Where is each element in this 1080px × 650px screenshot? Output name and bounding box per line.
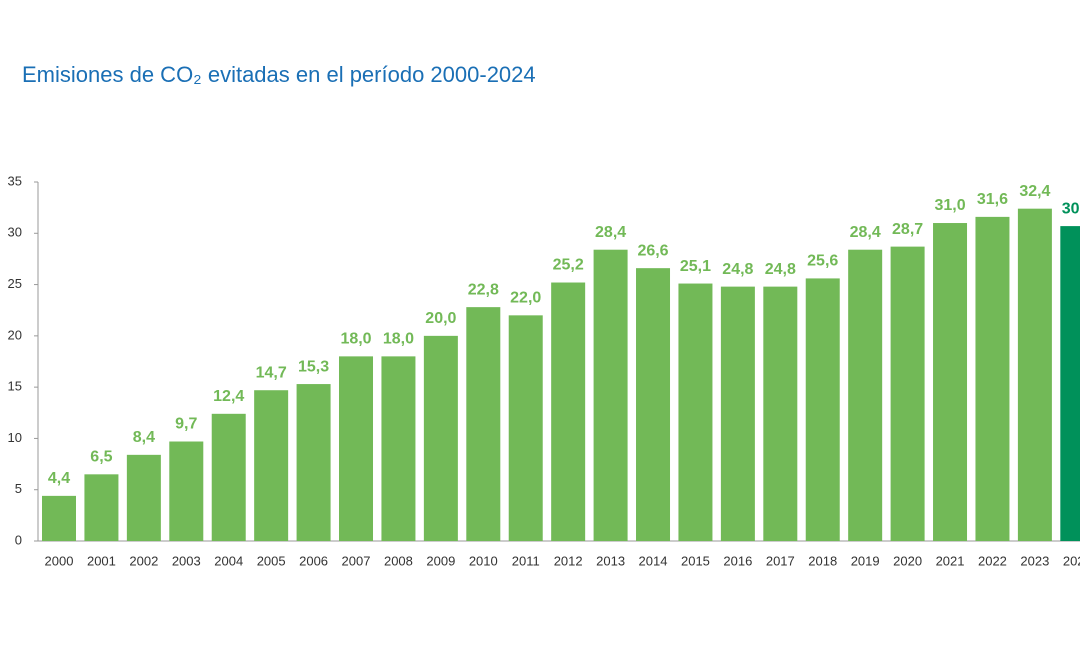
bar <box>1060 226 1080 541</box>
bar <box>466 307 501 541</box>
x-tick-label: 2006 <box>299 553 328 568</box>
value-label: 14,7 <box>256 364 287 381</box>
value-label: 22,0 <box>510 290 541 307</box>
y-tick-label: 15 <box>8 379 22 394</box>
x-tick-label: 2009 <box>426 553 455 568</box>
bar <box>551 282 586 541</box>
bar <box>678 283 713 541</box>
value-label: 28,4 <box>595 224 626 241</box>
value-label: 25,1 <box>680 258 711 275</box>
y-tick-label: 5 <box>15 481 22 496</box>
value-label: 20,0 <box>425 310 456 327</box>
value-label: 25,6 <box>807 253 838 270</box>
bar <box>211 413 246 541</box>
value-label: 26,6 <box>637 242 668 259</box>
bar <box>254 390 289 541</box>
bar <box>720 286 755 541</box>
y-tick-label: 10 <box>8 430 22 445</box>
x-tick-label: 2004 <box>214 553 243 568</box>
x-tick-label: 2024 <box>1063 553 1080 568</box>
value-label: 9,7 <box>175 416 197 433</box>
value-label: 25,2 <box>553 257 584 274</box>
bar <box>805 278 840 541</box>
value-label: 6,5 <box>90 449 112 466</box>
x-tick-label: 2011 <box>512 553 540 568</box>
value-label: 30,7 <box>1062 200 1080 217</box>
bar <box>890 246 925 541</box>
x-tick-label: 2022 <box>978 553 1007 568</box>
bar <box>84 474 119 541</box>
chart-title: Emisiones de CO₂ evitadas en el período … <box>22 62 536 87</box>
x-tick-label: 2020 <box>893 553 922 568</box>
x-tick-label: 2000 <box>45 553 74 568</box>
value-label: 18,0 <box>340 331 371 348</box>
bar <box>126 454 161 541</box>
x-tick-label: 2008 <box>384 553 413 568</box>
bar <box>508 315 543 541</box>
x-tick-label: 2005 <box>257 553 286 568</box>
x-tick-label: 2015 <box>681 553 710 568</box>
value-label: 28,4 <box>850 224 881 241</box>
bar <box>933 223 968 541</box>
value-label: 32,4 <box>1019 183 1050 200</box>
bar <box>296 384 331 541</box>
x-tick-label: 2002 <box>129 553 158 568</box>
bar <box>381 356 416 541</box>
value-label: 31,0 <box>934 197 965 214</box>
bar <box>1017 208 1052 541</box>
y-tick-label: 25 <box>8 276 22 291</box>
x-tick-label: 2010 <box>469 553 498 568</box>
value-label: 24,8 <box>722 261 753 278</box>
bar <box>593 249 628 541</box>
y-tick-label: 20 <box>8 327 22 342</box>
value-label: 28,7 <box>892 221 923 238</box>
x-tick-label: 2001 <box>87 553 116 568</box>
x-tick-label: 2012 <box>554 553 583 568</box>
x-tick-label: 2018 <box>808 553 837 568</box>
x-tick-label: 2014 <box>639 553 668 568</box>
x-tick-label: 2013 <box>596 553 625 568</box>
bar <box>339 356 374 541</box>
x-tick-label: 2003 <box>172 553 201 568</box>
value-label: 15,3 <box>298 358 329 375</box>
value-label: 4,4 <box>48 470 70 487</box>
bar <box>763 286 798 541</box>
y-tick-label: 0 <box>15 532 22 547</box>
bar <box>975 216 1010 542</box>
bar <box>169 441 204 541</box>
value-label: 18,0 <box>383 331 414 348</box>
x-tick-label: 2019 <box>851 553 880 568</box>
x-tick-label: 2023 <box>1020 553 1049 568</box>
x-tick-label: 2021 <box>936 553 965 568</box>
x-tick-label: 2007 <box>342 553 371 568</box>
x-tick-label: 2016 <box>723 553 752 568</box>
value-label: 24,8 <box>765 261 796 278</box>
bar <box>42 495 76 541</box>
y-tick-label: 30 <box>8 225 22 240</box>
value-label: 8,4 <box>133 429 155 446</box>
value-label: 22,8 <box>468 281 499 298</box>
bar <box>423 335 458 541</box>
y-tick-label: 35 <box>8 173 22 188</box>
value-label: 12,4 <box>213 388 244 405</box>
bar <box>636 268 671 541</box>
x-tick-label: 2017 <box>766 553 795 568</box>
value-label: 31,6 <box>977 191 1008 208</box>
bar <box>848 249 883 541</box>
